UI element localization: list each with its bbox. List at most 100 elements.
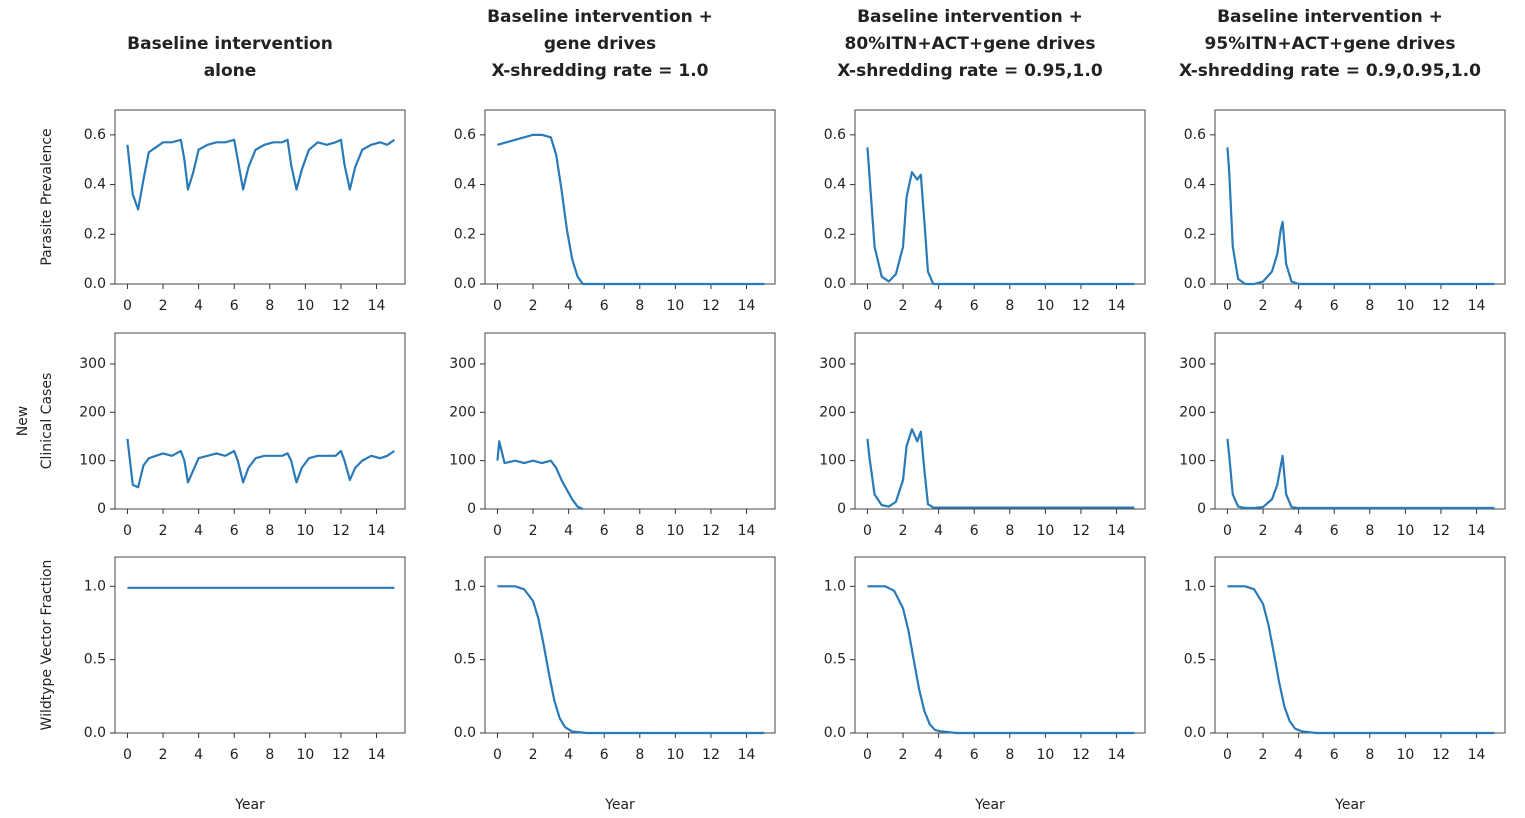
- column-title: X-shredding rate = 0.9,0.95,1.0: [1179, 61, 1481, 81]
- x-tick-label: 10: [666, 747, 684, 763]
- y-tick-label: 0.0: [454, 725, 476, 741]
- y-tick-label: 0.2: [824, 226, 846, 242]
- x-tick-label: 4: [194, 747, 203, 763]
- x-tick-label: 6: [1330, 523, 1339, 539]
- data-line: [1226, 147, 1495, 286]
- plot-frame: [114, 332, 406, 510]
- y-tick-label: 0: [1197, 501, 1206, 517]
- x-tick-label: 10: [1036, 747, 1054, 763]
- x-tick-label: 2: [899, 298, 908, 314]
- column-title: Baseline intervention +: [487, 7, 713, 27]
- x-tick-label: 4: [1294, 523, 1303, 539]
- y-tick-label: 100: [1179, 453, 1206, 469]
- x-tick-label: 14: [1108, 523, 1126, 539]
- column-title: Baseline intervention +: [857, 7, 1083, 27]
- x-tick-label: 10: [1396, 523, 1414, 539]
- x-tick-label: 6: [600, 523, 609, 539]
- x-tick-label: 4: [1294, 298, 1303, 314]
- y-tick-label: 0.6: [454, 127, 476, 143]
- data-line: [126, 138, 395, 211]
- plot-frame: [114, 109, 406, 285]
- data-line: [126, 438, 395, 489]
- x-tick-label: 12: [1072, 298, 1090, 314]
- data-line: [866, 147, 1135, 286]
- data-line: [497, 585, 765, 735]
- x-tick-label: 8: [635, 747, 644, 763]
- x-axis-label: Year: [234, 797, 265, 813]
- y-tick-label: 0.5: [1184, 652, 1206, 668]
- x-tick-label: 14: [368, 747, 386, 763]
- x-tick-label: 12: [1432, 298, 1450, 314]
- y-tick-label: 0.6: [1184, 127, 1206, 143]
- x-tick-label: 0: [493, 523, 502, 539]
- x-tick-label: 12: [1072, 747, 1090, 763]
- x-tick-label: 2: [529, 298, 538, 314]
- y-axis-label: Parasite Prevalence: [39, 128, 55, 265]
- x-tick-label: 8: [265, 523, 274, 539]
- y-tick-label: 200: [1179, 404, 1206, 420]
- y-tick-label: 0.5: [84, 652, 106, 668]
- y-tick-label: 0: [97, 501, 106, 517]
- x-tick-label: 0: [493, 747, 502, 763]
- x-tick-label: 4: [934, 523, 943, 539]
- y-tick-label: 0.0: [824, 725, 846, 741]
- x-tick-label: 4: [934, 298, 943, 314]
- x-tick-label: 8: [1365, 747, 1374, 763]
- column-title: gene drives: [544, 34, 656, 54]
- column-title: 80%ITN+ACT+gene drives: [845, 34, 1096, 54]
- y-tick-label: 1.0: [824, 578, 846, 594]
- data-line: [496, 440, 584, 511]
- y-tick-label: 0.0: [1184, 276, 1206, 292]
- x-tick-label: 14: [1468, 523, 1486, 539]
- x-tick-label: 12: [1432, 523, 1450, 539]
- x-tick-label: 0: [1223, 298, 1232, 314]
- x-tick-label: 0: [123, 298, 132, 314]
- y-tick-label: 0.6: [824, 127, 846, 143]
- y-tick-label: 0.4: [454, 177, 476, 193]
- x-tick-label: 0: [123, 747, 132, 763]
- x-tick-label: 2: [529, 747, 538, 763]
- x-tick-label: 6: [230, 523, 239, 539]
- x-tick-label: 14: [1108, 298, 1126, 314]
- data-line: [866, 428, 1135, 509]
- x-axis-label: Year: [1334, 797, 1365, 813]
- y-tick-label: 0: [837, 501, 846, 517]
- y-tick-label: 0.2: [84, 226, 106, 242]
- x-tick-label: 12: [332, 523, 350, 539]
- x-tick-label: 14: [738, 523, 756, 539]
- y-tick-label: 0.0: [454, 276, 476, 292]
- x-tick-label: 8: [1365, 298, 1374, 314]
- x-tick-label: 4: [934, 747, 943, 763]
- x-tick-label: 6: [600, 298, 609, 314]
- x-tick-label: 2: [899, 747, 908, 763]
- x-tick-label: 8: [635, 298, 644, 314]
- x-tick-label: 2: [159, 747, 168, 763]
- x-tick-label: 12: [702, 747, 720, 763]
- x-tick-label: 8: [265, 298, 274, 314]
- x-tick-label: 12: [1432, 747, 1450, 763]
- plot-frame: [114, 556, 406, 734]
- x-tick-label: 14: [368, 523, 386, 539]
- plot-frame: [484, 556, 776, 734]
- x-tick-label: 2: [1259, 298, 1268, 314]
- x-tick-label: 8: [1005, 747, 1014, 763]
- x-tick-label: 12: [702, 523, 720, 539]
- y-tick-label: 200: [79, 404, 106, 420]
- x-tick-label: 10: [1036, 523, 1054, 539]
- data-line: [867, 585, 1135, 735]
- column-title: alone: [204, 61, 257, 81]
- x-axis-label: Year: [974, 797, 1005, 813]
- y-tick-label: 1.0: [84, 578, 106, 594]
- plot-frame: [484, 332, 776, 510]
- y-tick-label: 1.0: [1184, 578, 1206, 594]
- x-tick-label: 10: [666, 523, 684, 539]
- x-tick-label: 10: [296, 523, 314, 539]
- x-tick-label: 12: [332, 298, 350, 314]
- column-title: 95%ITN+ACT+gene drives: [1205, 34, 1456, 54]
- x-tick-label: 6: [230, 747, 239, 763]
- x-tick-label: 14: [368, 298, 386, 314]
- y-tick-label: 200: [819, 404, 846, 420]
- column-title: X-shredding rate = 1.0: [492, 61, 709, 81]
- y-tick-label: 0.0: [84, 725, 106, 741]
